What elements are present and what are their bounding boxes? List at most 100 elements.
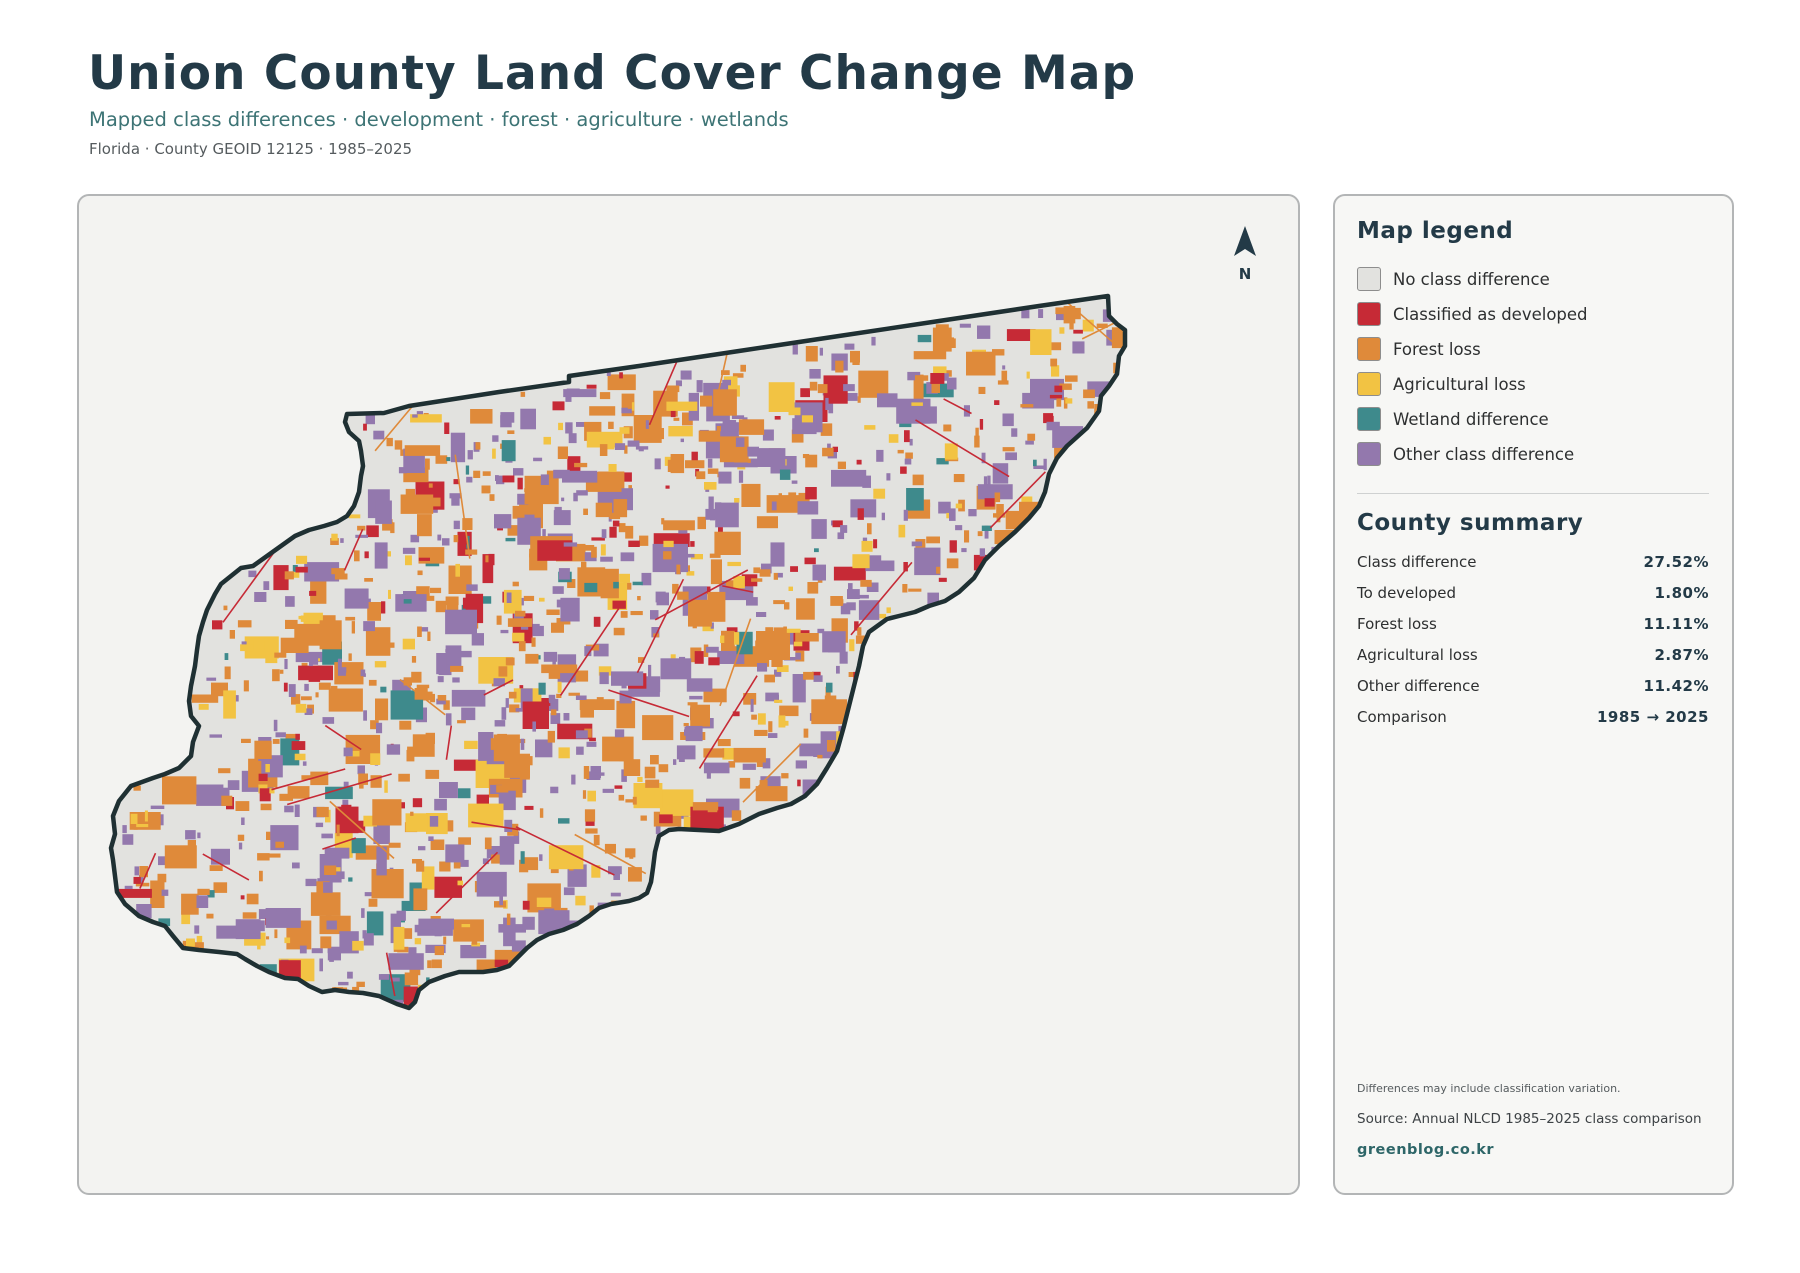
change-patch-other <box>715 502 739 528</box>
legend-label: Other class difference <box>1393 444 1575 464</box>
change-patch-other <box>493 678 505 687</box>
change-patch-forest-loss <box>583 508 588 515</box>
change-patch-forest-loss <box>644 766 656 779</box>
change-patch-forest-loss <box>1059 383 1072 390</box>
linear-change <box>202 853 250 881</box>
change-patch-other <box>757 448 786 467</box>
change-patch-forest-loss <box>848 672 856 677</box>
change-patch-agricultural-loss <box>374 661 387 668</box>
change-patch-forest-loss <box>807 582 819 594</box>
change-patch-forest-loss <box>754 729 768 736</box>
change-patch-other <box>273 719 278 732</box>
change-patch-forest-loss <box>619 753 628 762</box>
change-patch-other <box>774 669 782 677</box>
change-patch-developed <box>904 430 910 443</box>
change-patch-agricultural-loss <box>557 681 562 693</box>
change-patch-forest-loss <box>796 598 815 620</box>
legend-title: Map legend <box>1357 218 1514 244</box>
change-patch-other <box>263 581 270 590</box>
change-patch-forest-loss <box>703 688 727 703</box>
map-panel[interactable]: N <box>77 194 1300 1195</box>
change-patch-agricultural-loss <box>776 665 789 672</box>
change-patch-other <box>809 369 821 379</box>
change-patch-forest-loss <box>223 605 228 611</box>
linear-change <box>559 608 620 696</box>
change-patch-other <box>590 766 601 779</box>
change-patch-forest-loss <box>284 571 294 580</box>
change-patch-other <box>513 611 524 623</box>
change-patch-other <box>376 846 387 876</box>
change-patch-other <box>685 725 703 742</box>
change-patch-other <box>490 784 503 794</box>
change-patch-wetland <box>158 918 171 927</box>
change-patch-forest-loss <box>584 728 592 738</box>
change-patch-other <box>822 631 846 653</box>
change-patch-other <box>686 678 713 692</box>
change-patch-forest-loss <box>931 380 940 393</box>
change-patch-other <box>139 875 144 884</box>
change-patch-developed <box>589 737 596 742</box>
change-patch-forest-loss <box>443 936 447 945</box>
classification-note: Differences may include classification v… <box>1357 1082 1621 1095</box>
change-patch-wetland <box>224 653 229 660</box>
linear-change <box>222 552 275 623</box>
change-patch-forest-loss <box>621 382 633 386</box>
source-text: Source: Annual NLCD 1985–2025 class comp… <box>1357 1111 1702 1127</box>
change-patch-forest-loss <box>507 823 519 836</box>
change-patch-other <box>847 589 860 599</box>
change-patch-forest-loss <box>386 437 393 447</box>
change-patch-developed <box>295 566 308 573</box>
change-patch-other <box>445 844 465 863</box>
change-patch-other <box>563 389 597 398</box>
change-patch-developed <box>732 711 740 717</box>
change-patch-other <box>620 552 635 562</box>
change-patch-forest-loss <box>1056 394 1062 407</box>
change-patch-forest-loss <box>574 462 588 468</box>
change-patch-developed <box>461 537 467 545</box>
change-patch-other <box>689 695 703 700</box>
change-patch-agricultural-loss <box>393 926 405 950</box>
page-meta: Florida · County GEOID 12125 · 1985–2025 <box>89 140 413 158</box>
change-patch-other <box>762 429 774 441</box>
change-patch-other <box>1021 309 1030 319</box>
change-patch-forest-loss <box>301 696 312 701</box>
change-patch-forest-loss <box>717 739 731 747</box>
change-patch-forest-loss <box>390 522 395 534</box>
change-patch-developed <box>949 540 957 553</box>
change-patch-other <box>977 325 991 339</box>
change-patch-forest-loss <box>616 700 636 729</box>
change-patch-forest-loss <box>996 513 1001 523</box>
change-patch-other <box>450 432 466 463</box>
change-patch-agricultural-loss <box>727 561 741 567</box>
site-link[interactable]: greenblog.co.kr <box>1357 1142 1495 1158</box>
change-patch-forest-loss <box>656 428 664 440</box>
change-patch-other <box>563 887 575 896</box>
change-patch-forest-loss <box>791 429 804 443</box>
change-patch-other <box>363 933 374 946</box>
summary-label: Class difference <box>1357 553 1477 571</box>
change-patch-forest-loss <box>966 351 996 376</box>
change-patch-forest-loss <box>974 435 980 448</box>
change-patch-forest-loss <box>667 459 673 472</box>
change-patch-wetland <box>1033 459 1037 467</box>
change-patch-other <box>819 347 823 356</box>
change-patch-forest-loss <box>877 388 884 396</box>
change-patch-agricultural-loss <box>852 554 870 569</box>
county-map[interactable]: N <box>79 196 1300 1195</box>
change-patch-agricultural-loss <box>911 402 923 406</box>
change-patch-forest-loss <box>445 596 459 606</box>
change-patch-other <box>576 746 584 755</box>
change-patch-other <box>813 749 823 757</box>
change-patch-other <box>560 597 580 622</box>
change-patch-agricultural-loss <box>144 810 148 822</box>
change-patch-other <box>499 836 515 865</box>
change-patch-forest-loss <box>862 646 895 656</box>
change-patch-forest-loss <box>218 768 231 774</box>
change-patch-forest-loss <box>897 449 904 454</box>
change-patch-developed <box>502 475 515 483</box>
change-patch-other <box>750 699 754 712</box>
change-patch-forest-loss <box>725 580 740 587</box>
change-patch-agricultural-loss <box>663 540 674 548</box>
change-patch-other <box>907 371 921 381</box>
change-patch-forest-loss <box>632 796 637 805</box>
